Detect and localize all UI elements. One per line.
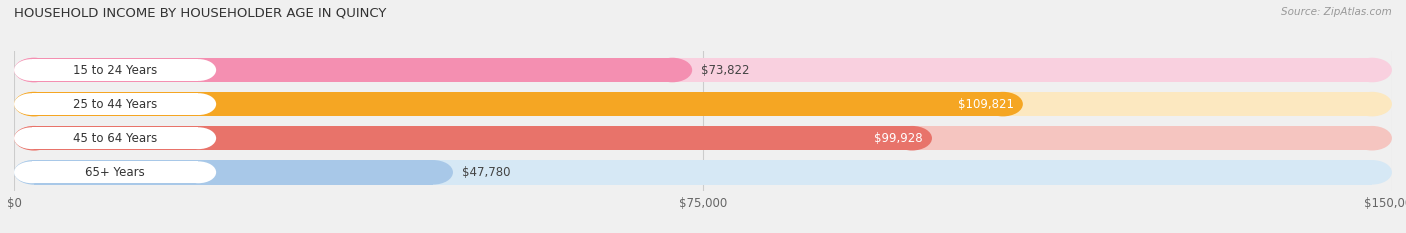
Bar bbox=[34, 160, 433, 185]
Bar bbox=[32, 59, 198, 81]
Bar bbox=[14, 56, 1392, 84]
Ellipse shape bbox=[14, 92, 53, 116]
Text: 45 to 64 Years: 45 to 64 Years bbox=[73, 132, 157, 145]
Bar bbox=[14, 125, 1392, 152]
Ellipse shape bbox=[14, 160, 53, 185]
Text: HOUSEHOLD INCOME BY HOUSEHOLDER AGE IN QUINCY: HOUSEHOLD INCOME BY HOUSEHOLDER AGE IN Q… bbox=[14, 7, 387, 20]
Bar bbox=[32, 161, 198, 183]
Ellipse shape bbox=[14, 59, 49, 81]
Ellipse shape bbox=[181, 93, 217, 115]
Ellipse shape bbox=[14, 126, 53, 151]
Ellipse shape bbox=[1353, 58, 1392, 82]
Text: Source: ZipAtlas.com: Source: ZipAtlas.com bbox=[1281, 7, 1392, 17]
Ellipse shape bbox=[14, 127, 49, 149]
Bar bbox=[34, 92, 1002, 116]
Text: 15 to 24 Years: 15 to 24 Years bbox=[73, 64, 157, 76]
Ellipse shape bbox=[893, 126, 932, 151]
Ellipse shape bbox=[181, 59, 217, 81]
Text: 25 to 44 Years: 25 to 44 Years bbox=[73, 98, 157, 111]
Ellipse shape bbox=[181, 127, 217, 149]
Ellipse shape bbox=[413, 160, 453, 185]
Text: $99,928: $99,928 bbox=[875, 132, 922, 145]
Ellipse shape bbox=[14, 58, 53, 82]
Ellipse shape bbox=[1353, 92, 1392, 116]
Bar bbox=[34, 92, 1372, 116]
Bar bbox=[34, 126, 1372, 151]
Bar bbox=[34, 160, 1372, 185]
Bar bbox=[32, 93, 198, 115]
Bar bbox=[34, 58, 1372, 82]
Text: $109,821: $109,821 bbox=[957, 98, 1014, 111]
Bar bbox=[14, 90, 1392, 118]
Bar bbox=[32, 127, 198, 149]
Ellipse shape bbox=[14, 93, 49, 115]
Text: 65+ Years: 65+ Years bbox=[86, 166, 145, 179]
Ellipse shape bbox=[181, 161, 217, 183]
Bar bbox=[14, 159, 1392, 186]
Ellipse shape bbox=[14, 160, 53, 185]
Ellipse shape bbox=[652, 58, 692, 82]
Bar bbox=[34, 126, 912, 151]
Text: $73,822: $73,822 bbox=[702, 64, 749, 76]
Ellipse shape bbox=[14, 126, 53, 151]
Bar bbox=[34, 58, 672, 82]
Ellipse shape bbox=[1353, 160, 1392, 185]
Ellipse shape bbox=[14, 92, 53, 116]
Text: $47,780: $47,780 bbox=[463, 166, 510, 179]
Ellipse shape bbox=[14, 58, 53, 82]
Ellipse shape bbox=[14, 161, 49, 183]
Ellipse shape bbox=[983, 92, 1022, 116]
Ellipse shape bbox=[1353, 126, 1392, 151]
